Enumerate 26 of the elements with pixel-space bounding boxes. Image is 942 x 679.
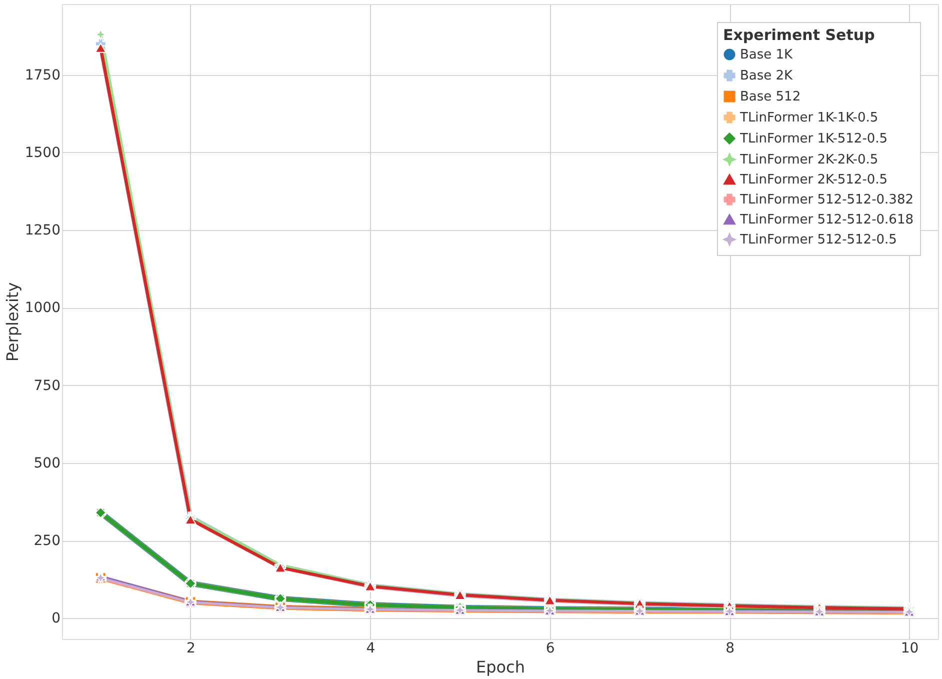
legend-label: TLinFormer 2K-2K-0.5	[739, 152, 878, 168]
y-tick-label: 0	[52, 610, 60, 627]
legend-label: TLinFormer 512-512-0.618	[739, 212, 914, 228]
legend-label: TLinFormer 2K-512-0.5	[739, 172, 888, 188]
y-tick-label: 1250	[24, 222, 60, 239]
legend-label: TLinFormer 1K-1K-0.5	[739, 110, 878, 126]
legend-label: TLinFormer 1K-512-0.5	[739, 132, 888, 146]
y-tick-label: 1000	[24, 300, 60, 316]
y-tick-label: 500	[34, 455, 60, 472]
y-axis-title: Perplexity	[2, 282, 22, 362]
x-tick-label: 6	[546, 640, 555, 656]
legend-title: Experiment Setup	[723, 26, 876, 44]
y-tick-label: 1500	[24, 144, 60, 161]
legend-label: Base 512	[740, 90, 801, 104]
legend-label: TLinFormer 512-512-0.5	[739, 232, 897, 248]
y-tick-label: 750	[34, 378, 60, 394]
legend-label: Base 1K	[740, 48, 794, 62]
legend-label: TLinFormer 512-512-0.382	[739, 192, 914, 208]
x-tick-label: 10	[900, 640, 919, 656]
y-tick-label: 1750	[24, 67, 60, 84]
x-tick-label: 8	[726, 640, 735, 656]
x-tick-label: 4	[366, 640, 376, 656]
x-axis-title: Epoch	[476, 658, 525, 676]
y-tick-label: 250	[34, 533, 60, 550]
legend-label: Base 2K	[740, 68, 794, 84]
x-tick-label: 2	[186, 640, 196, 656]
